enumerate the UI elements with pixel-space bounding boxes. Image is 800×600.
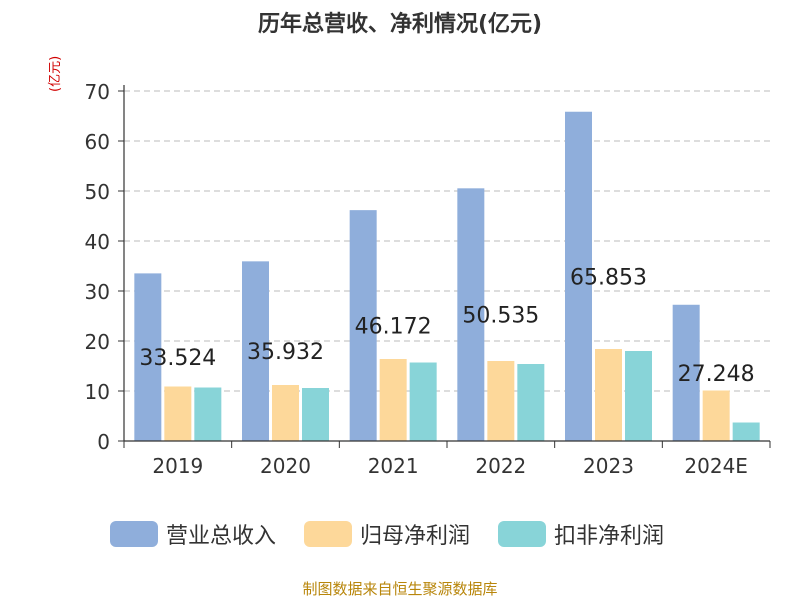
data-label: 46.172 xyxy=(355,315,432,340)
x-tick-label: 2024E xyxy=(684,454,748,478)
y-tick-label: 50 xyxy=(85,180,110,204)
data-label: 35.932 xyxy=(247,340,324,365)
legend-label-revenue: 营业总收入 xyxy=(166,524,277,549)
bar-2022-series-1 xyxy=(487,361,515,441)
bar-2023-series-2 xyxy=(625,351,652,441)
legend-item-deducted-net-profit[interactable]: 扣非净利润 xyxy=(498,518,664,550)
bar-2022-series-0 xyxy=(457,188,485,441)
bar-2024E-series-0 xyxy=(672,304,700,441)
y-tick-label: 30 xyxy=(85,280,110,304)
data-label: 50.535 xyxy=(462,304,539,329)
bar-2021-series-1 xyxy=(379,359,407,441)
y-tick-label: 40 xyxy=(85,230,110,254)
data-source-note: 制图数据来自恒生聚源数据库 xyxy=(302,580,498,598)
y-tick-label: 60 xyxy=(85,130,110,154)
x-tick-label: 2020 xyxy=(260,454,311,478)
y-tick-label: 0 xyxy=(97,430,110,454)
bar-2024E-series-1 xyxy=(702,390,730,441)
axis-layer: 0 10 20 30 40 50 60 70 2019 2020 2021 2022 2023 2024E xyxy=(85,80,771,478)
data-label: 33.524 xyxy=(139,346,216,371)
bar-2020-series-1 xyxy=(272,385,299,441)
bar-2023-series-1 xyxy=(595,349,622,441)
bar-2020-series-2 xyxy=(302,388,329,441)
data-label: 65.853 xyxy=(570,265,647,290)
y-tick-label: 10 xyxy=(85,380,110,404)
legend-swatch-deducted-net-profit xyxy=(498,521,547,547)
chart-title: 历年总营收、净利情况(亿元) xyxy=(257,12,543,37)
legend-item-revenue[interactable]: 营业总收入 xyxy=(110,518,276,550)
bar-2019-series-2 xyxy=(194,387,222,441)
bar-2020-series-0 xyxy=(242,261,269,441)
grid-layer xyxy=(124,90,770,392)
bar-2019-series-1 xyxy=(164,386,192,441)
bar-2021-series-2 xyxy=(409,362,437,441)
legend: 营业总收入 归母净利润 扣非净利润 xyxy=(110,517,692,551)
y-tick-label: 20 xyxy=(85,330,110,354)
y-tick-label: 70 xyxy=(85,80,110,104)
bar-2022-series-2 xyxy=(517,364,545,441)
data-label-layer: 33.524 35.932 46.172 50.535 65.853 27.248 xyxy=(139,265,754,387)
x-tick-label: 2022 xyxy=(475,454,526,478)
data-label: 27.248 xyxy=(678,362,755,387)
bar-2023-series-0 xyxy=(565,111,592,442)
x-tick-label: 2021 xyxy=(368,454,419,478)
legend-swatch-net-profit xyxy=(304,521,353,547)
x-tick-label: 2019 xyxy=(152,454,203,478)
x-tick-label: 2023 xyxy=(583,454,634,478)
bar-layer xyxy=(134,111,760,442)
legend-label-deducted-net-profit: 扣非净利润 xyxy=(554,524,665,549)
legend-item-net-profit[interactable]: 归母净利润 xyxy=(304,518,470,550)
bar-2021-series-0 xyxy=(349,210,377,441)
legend-swatch-revenue xyxy=(110,521,158,547)
bar-2024E-series-2 xyxy=(732,422,760,441)
bar-2019-series-0 xyxy=(134,273,162,441)
legend-label-net-profit: 归母净利润 xyxy=(360,524,471,549)
